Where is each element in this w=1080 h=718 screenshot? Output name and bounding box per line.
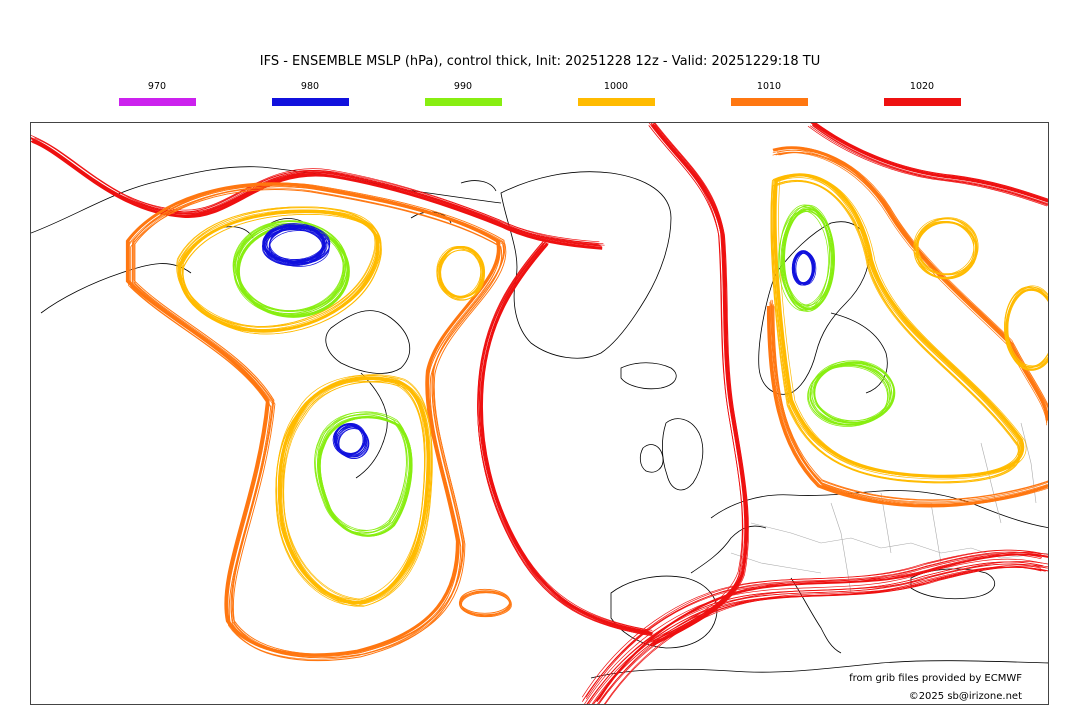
map-canvas <box>31 123 1048 704</box>
legend-item-980: 980 <box>270 80 350 106</box>
legend-item-990: 990 <box>423 80 503 106</box>
isobar-1010-sweden <box>766 299 1048 508</box>
isobar-1000-east <box>770 173 1027 484</box>
map-panel <box>30 122 1049 705</box>
legend-label: 1020 <box>909 81 935 92</box>
isobar-980-low2 <box>332 423 370 459</box>
isobar-1020-north <box>31 135 605 250</box>
isobar-990-baltic <box>807 360 896 427</box>
legend-label: 1010 <box>756 81 782 92</box>
legend-label: 970 <box>147 81 167 92</box>
isobar-1010-small <box>458 588 512 618</box>
isobar-980-low1 <box>261 223 331 267</box>
legend-swatch <box>118 98 196 106</box>
legend-swatch <box>730 98 808 106</box>
isobar-1020-south <box>581 549 1048 704</box>
legend-swatch <box>271 98 349 106</box>
isobar-1020-ne <box>807 123 1048 207</box>
legend-swatch <box>883 98 961 106</box>
isobar-1000-low2 <box>275 374 433 608</box>
isobar-990-low1 <box>232 220 350 318</box>
map-title: IFS - ENSEMBLE MSLP (hPa), control thick… <box>259 54 821 69</box>
copyright-credit: ©2025 sb@irizone.net <box>908 691 1022 702</box>
legend-label: 1000 <box>603 81 629 92</box>
coastlines <box>31 166 1048 679</box>
isobar-990-scan <box>778 204 836 312</box>
isobar-1000-small <box>436 246 486 301</box>
legend-item-970: 970 <box>117 80 197 106</box>
legend-item-1000: 1000 <box>576 80 656 106</box>
legend-item-1010: 1010 <box>729 80 809 106</box>
legend-label: 990 <box>453 81 473 92</box>
isobar-1020-west <box>477 240 654 637</box>
legend-item-1020: 1020 <box>882 80 962 106</box>
isobar-1000-low1 <box>176 206 382 335</box>
legend-swatch <box>424 98 502 106</box>
data-source-credit: from grib files provided by ECMWF <box>849 673 1022 684</box>
isobar-1010-west <box>125 182 507 662</box>
isobar-990-low2 <box>314 411 413 537</box>
legend-swatch <box>577 98 655 106</box>
isobar-contours <box>31 123 1048 704</box>
legend-label: 980 <box>300 81 320 92</box>
isobar-980-scan <box>791 250 817 286</box>
isobar-1000-edge <box>1004 285 1048 371</box>
isobar-1000-ring <box>913 217 979 280</box>
